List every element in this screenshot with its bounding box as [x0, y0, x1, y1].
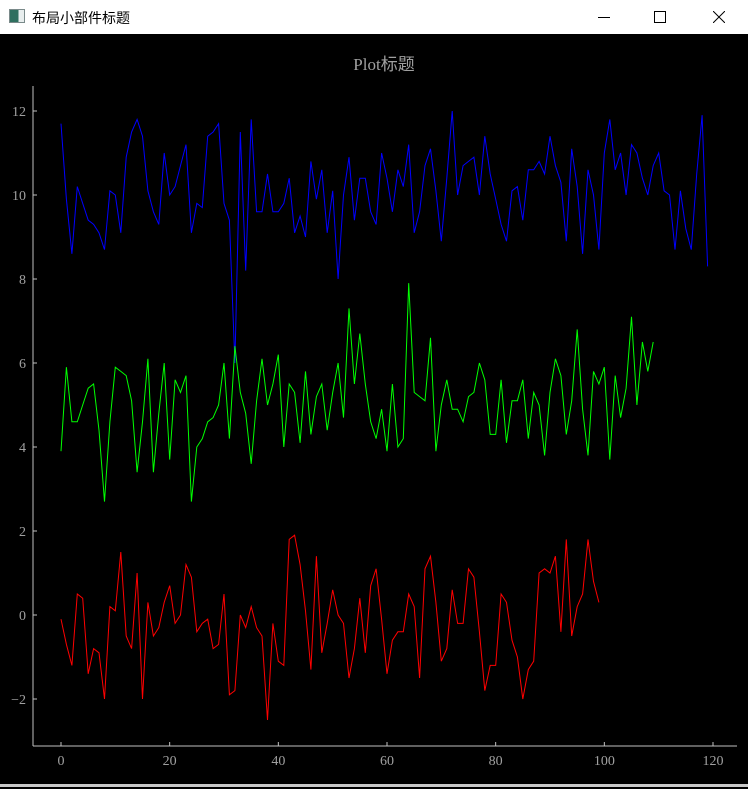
- y-tick-label: 6: [19, 357, 26, 372]
- plot-widget[interactable]: Plot标题 −2 0 2 4 6 8 10 12 0 20 40 60 80 100 120: [0, 34, 748, 784]
- y-tick-label: 0: [19, 609, 26, 624]
- data-series: [60, 110, 709, 721]
- y-tick-label: 4: [19, 441, 26, 456]
- app-window-icon: [9, 9, 25, 23]
- y-tick-label: 8: [19, 273, 26, 288]
- series-line-green: [60, 283, 654, 502]
- x-tick-label: 0: [58, 754, 65, 769]
- window-titlebar[interactable]: 布局小部件标题: [0, 0, 748, 34]
- close-icon: [713, 11, 725, 23]
- y-tick-label: 10: [12, 189, 26, 204]
- x-tick-label: 40: [271, 754, 285, 769]
- window-bottom-border: [0, 784, 748, 787]
- x-tick-label: 80: [489, 754, 503, 769]
- x-tick-label: 120: [703, 754, 724, 769]
- maximize-button[interactable]: [637, 0, 683, 34]
- y-tick-label: 2: [19, 525, 26, 540]
- plot-title: Plot标题: [353, 55, 414, 74]
- x-tick-label: 100: [594, 754, 615, 769]
- close-button[interactable]: [696, 0, 742, 34]
- window-title: 布局小部件标题: [32, 11, 130, 27]
- series-line-red: [60, 534, 600, 721]
- series-line-blue: [60, 110, 709, 364]
- y-tick-label: 12: [12, 105, 26, 120]
- x-tick-label: 60: [380, 754, 394, 769]
- minimize-icon: [598, 17, 610, 18]
- y-tick-label: −2: [11, 693, 26, 708]
- minimize-button[interactable]: [581, 0, 627, 34]
- maximize-icon: [654, 11, 666, 23]
- x-tick-label: 20: [163, 754, 177, 769]
